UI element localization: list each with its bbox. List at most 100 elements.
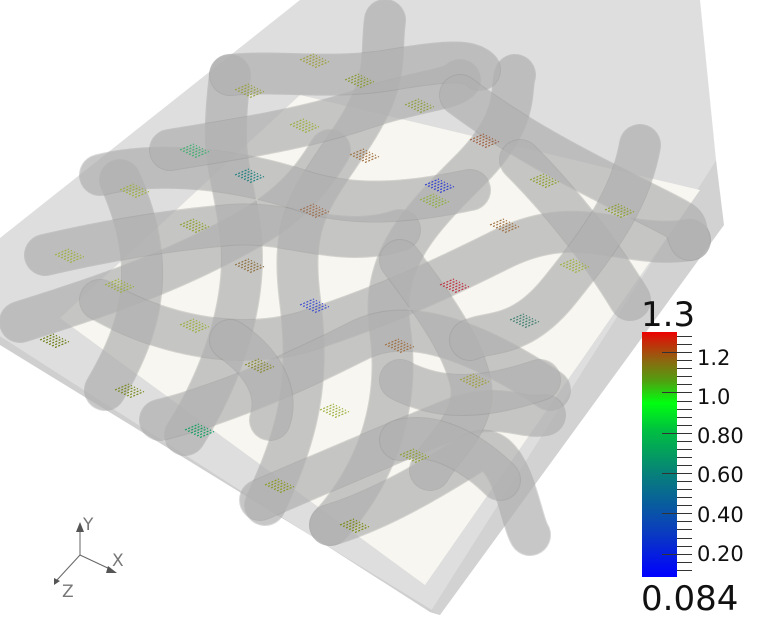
particle-streak: [439, 185, 455, 194]
minor-tick: [677, 497, 692, 499]
particle-streak: [339, 518, 355, 526]
particle-streak: [428, 197, 444, 206]
particle-streak: [314, 60, 330, 69]
particle-streak: [492, 219, 508, 228]
particle-streak: [478, 137, 494, 146]
minor-tick: [677, 440, 692, 442]
tube: [380, 360, 560, 415]
particle-streak: [613, 207, 629, 216]
particle-streak: [347, 74, 363, 83]
particle-streak: [244, 358, 260, 366]
major-tick: [662, 473, 692, 475]
particle-streak: [396, 344, 412, 352]
particle-streak: [355, 151, 371, 159]
particle-streak: [314, 210, 330, 219]
particle-streak: [489, 218, 505, 226]
particle-streak: [256, 364, 272, 372]
particle-streak: [515, 316, 531, 324]
tube: [380, 418, 520, 500]
particle-streak: [188, 147, 204, 156]
particle-streak: [351, 524, 367, 532]
particle-streak: [407, 99, 423, 108]
particle-streak: [292, 119, 308, 128]
tube: [80, 147, 490, 222]
particle-streak: [469, 133, 485, 141]
x-axis-label: X: [112, 551, 124, 571]
particle-streak: [559, 258, 575, 266]
major-tick: [662, 392, 692, 394]
particle-streak: [234, 168, 250, 176]
tube: [85, 160, 163, 410]
particle-streak: [182, 319, 198, 328]
particle-streak: [179, 318, 195, 326]
tube: [500, 140, 650, 320]
particle-streak: [301, 124, 317, 132]
particle-streak: [568, 262, 584, 271]
minor-tick: [677, 368, 692, 370]
particle-streak: [451, 284, 467, 292]
tube: [450, 125, 660, 360]
particle-streak: [194, 225, 210, 234]
particle-streak: [295, 121, 311, 129]
particle-streak: [187, 424, 203, 433]
particle-streak: [361, 154, 377, 162]
particle-streak: [45, 336, 61, 344]
particle-streak: [122, 184, 138, 193]
particle-streak: [250, 361, 266, 369]
particle-streak: [427, 179, 443, 188]
particle-streak: [54, 248, 70, 256]
particle-streak: [305, 301, 321, 309]
minor-tick: [677, 408, 692, 410]
particle-streak: [322, 404, 338, 413]
particle-streak: [69, 255, 85, 264]
minor-tick: [677, 400, 692, 402]
particle-streak: [393, 342, 409, 351]
minor-tick: [677, 561, 692, 563]
particle-streak: [331, 409, 347, 417]
particle-streak: [325, 406, 341, 414]
particle-streak: [472, 134, 488, 143]
tube: [210, 320, 293, 440]
particle-streak: [298, 122, 314, 131]
particle-streak: [240, 86, 256, 94]
color-legend-max: 1.3: [641, 295, 696, 335]
particle-streak: [134, 190, 150, 199]
particle-streak: [193, 427, 209, 436]
minor-tick: [677, 481, 692, 483]
particle-streak: [356, 79, 372, 87]
minor-tick: [677, 360, 692, 362]
particle-streak: [495, 221, 511, 229]
particle-streak: [358, 152, 374, 161]
particle-streak: [264, 478, 280, 486]
particle-streak: [120, 386, 136, 394]
particle-streak: [454, 285, 470, 294]
particle-streak: [243, 87, 259, 96]
minor-tick: [677, 344, 692, 346]
particle-streak: [237, 259, 253, 268]
particle-streak: [436, 184, 452, 192]
particle-streak: [574, 265, 590, 274]
particle-streak: [125, 186, 141, 194]
particle-streak: [194, 325, 210, 334]
particle-streak: [253, 362, 269, 371]
particle-streak: [529, 173, 545, 181]
particle-streak: [129, 390, 145, 399]
particle-streak: [442, 279, 458, 288]
particle-streak: [445, 281, 461, 289]
particle-streak: [498, 222, 514, 231]
particle-streak: [305, 56, 321, 64]
particle-streak: [342, 519, 358, 528]
particle-streak: [196, 429, 212, 437]
particle-streak: [117, 384, 133, 393]
particle-streak: [302, 204, 318, 213]
particle-streak: [509, 313, 525, 321]
minor-tick: [677, 448, 692, 450]
particle-streak: [194, 150, 210, 159]
particle-streak: [619, 210, 635, 219]
minor-tick: [677, 376, 692, 378]
particle-streak: [119, 183, 135, 191]
particle-streak: [384, 338, 400, 346]
particle-streak: [344, 73, 360, 81]
